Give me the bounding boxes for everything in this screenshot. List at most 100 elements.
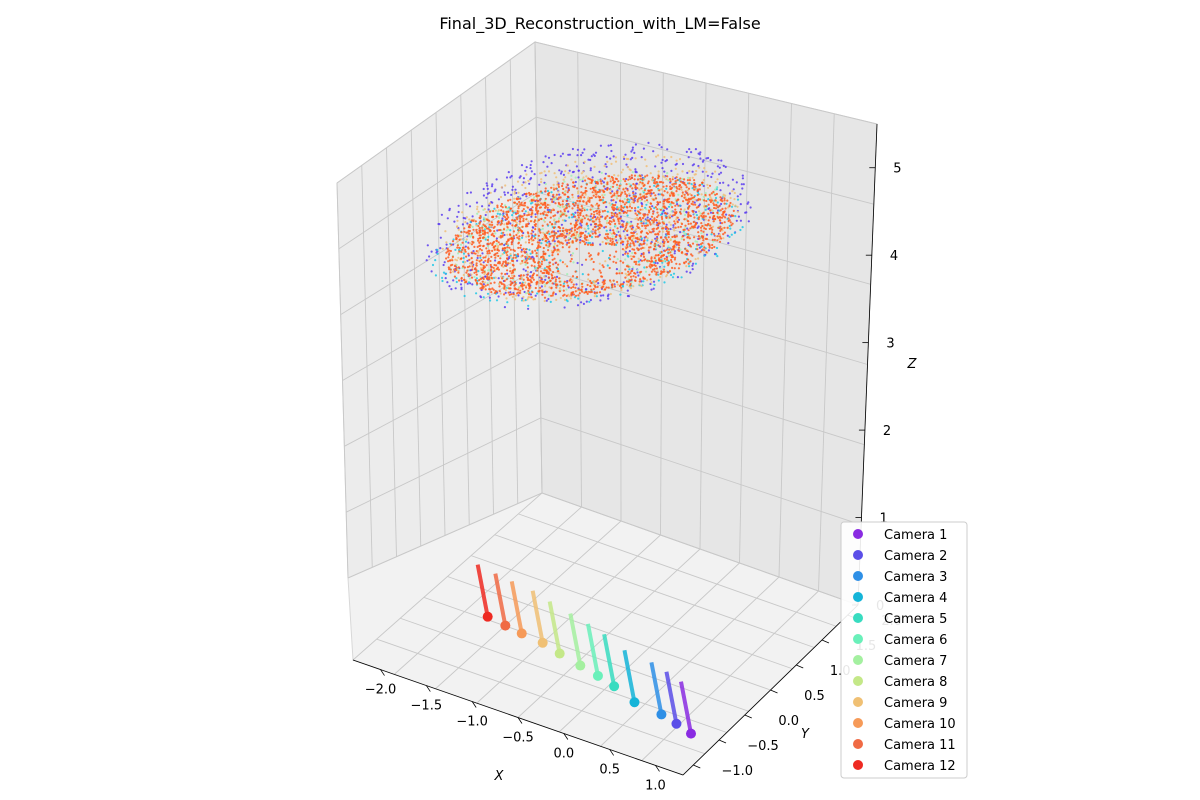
cloud-point [622,240,625,243]
cloud-point [454,234,457,237]
legend-marker [853,718,863,728]
cloud-point [484,259,487,262]
cloud-point [691,176,694,179]
cloud-point [482,244,485,247]
cloud-point [714,199,717,202]
cloud-point [612,279,615,282]
cloud-point [592,210,596,213]
cloud-point [497,209,500,212]
cloud-point [701,170,704,173]
cloud-point [557,198,560,201]
cloud-point [527,179,530,182]
cloud-point [509,209,512,212]
cloud-point [486,292,490,295]
cloud-point [536,269,539,272]
cloud-point [486,282,489,285]
cloud-point [616,283,620,286]
cloud-point [616,192,619,195]
cloud-point [691,242,695,245]
z-tick-label: 2 [883,424,891,439]
cloud-point [667,230,670,234]
cloud-point [741,177,745,180]
cloud-point [486,250,489,253]
cloud-point [524,201,527,204]
cloud-point [718,181,722,185]
cloud-point [643,184,646,187]
cloud-point [641,208,644,211]
cloud-point [571,241,574,244]
cloud-point [478,226,481,230]
cloud-point [576,275,579,279]
cloud-point [496,204,499,207]
cloud-point [686,171,689,174]
cloud-point [637,257,640,260]
cloud-point [463,266,466,269]
cloud-point [707,212,710,215]
cloud-point [535,192,538,195]
cloud-point [632,191,635,195]
cloud-point [535,266,538,269]
cloud-point [487,259,490,262]
cloud-point [505,278,508,281]
cloud-point [653,263,656,267]
cloud-point [653,179,656,182]
cloud-point [550,286,553,289]
cloud-point [522,219,525,223]
cloud-point [572,293,576,296]
cloud-point [546,241,549,244]
y-tick [693,764,701,769]
cloud-point [658,230,661,233]
cloud-point [656,208,659,211]
cloud-point [561,229,565,233]
cloud-point [528,287,531,290]
cloud-point [618,222,621,225]
cloud-point [699,151,702,154]
cloud-point [524,248,528,251]
cloud-point [585,175,588,178]
cloud-point [522,268,525,271]
cloud-point [466,222,469,225]
cloud-point [644,227,647,230]
cloud-point [460,251,463,254]
cloud-point [458,246,461,249]
cloud-point [634,263,638,266]
cloud-point [484,225,487,228]
cloud-point [525,235,528,238]
cloud-point [500,275,503,278]
cloud-point [506,248,509,251]
cloud-point [652,210,655,213]
cloud-point [719,189,722,192]
cloud-point [518,235,521,238]
cloud-point [647,249,650,252]
cloud-point [513,197,516,200]
cloud-point [597,204,600,208]
legend-label: Camera 12 [884,759,956,774]
cloud-point [653,217,656,220]
cloud-point [541,281,544,285]
cloud-point [482,216,485,219]
cloud-point [686,236,689,239]
cloud-point [631,171,634,174]
cloud-point [608,242,612,245]
cloud-point [482,194,485,197]
cloud-point [565,206,569,209]
cloud-point [730,224,733,227]
cloud-point [709,209,712,212]
cloud-point [592,215,595,218]
cloud-point [669,223,673,226]
cloud-point [667,245,670,248]
cloud-point [609,180,612,183]
cloud-point [511,263,514,266]
cloud-point [694,148,698,151]
cloud-point [540,217,543,221]
cloud-point [550,186,553,189]
cloud-point [465,216,468,219]
cloud-point [528,191,531,195]
cloud-point [580,209,584,212]
cloud-point [713,218,717,221]
cloud-point [636,214,639,217]
cloud-point [488,219,491,222]
cloud-point [654,233,657,236]
cloud-point [504,247,507,250]
cloud-point [468,277,471,280]
